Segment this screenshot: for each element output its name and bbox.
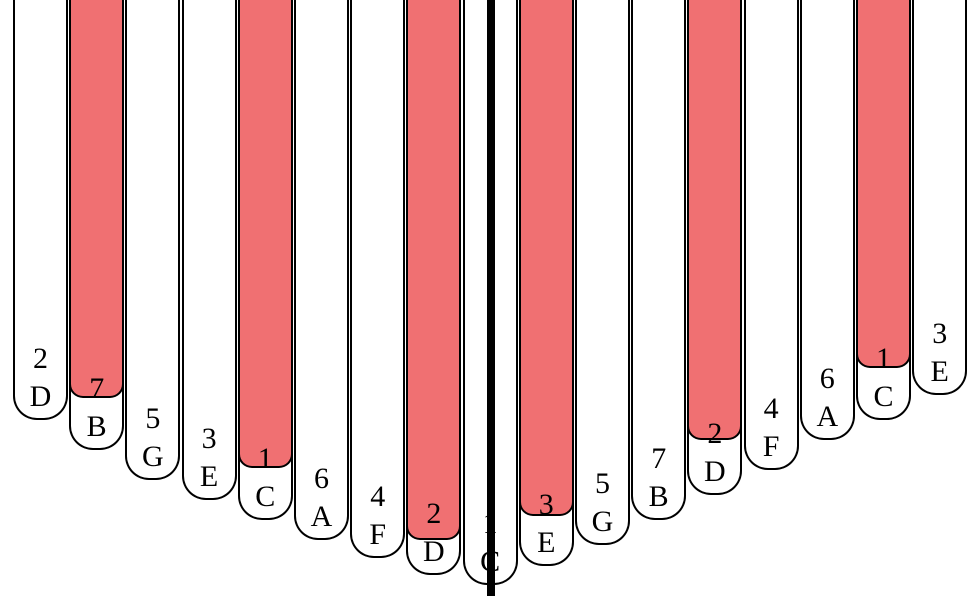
tine-letter: C: [238, 482, 293, 512]
tine: F4: [350, 0, 405, 558]
tine-body: [575, 0, 630, 545]
tine: E3: [519, 0, 574, 566]
tine-number: 6: [800, 364, 855, 394]
tine: B7: [631, 0, 686, 520]
tine-highlight: [519, 0, 574, 516]
tine-number: 2: [13, 344, 68, 374]
tine: G5: [575, 0, 630, 545]
tine: E3: [912, 0, 967, 395]
tine-letter: F: [350, 520, 405, 550]
tine-letter: C: [856, 382, 911, 412]
tine-body: [350, 0, 405, 558]
tine-number: 4: [350, 482, 405, 512]
tine-number: 1: [856, 344, 911, 374]
tine-letter: B: [69, 412, 124, 442]
tine-body: [294, 0, 349, 540]
tine-letter: D: [406, 537, 461, 567]
tine-highlight: [687, 0, 742, 440]
tine-letter: B: [631, 482, 686, 512]
tine: D2: [13, 0, 68, 420]
tine-letter: E: [182, 462, 237, 492]
tine-highlight: [238, 0, 293, 468]
kalimba-diagram: D2B7G5E3C1A6F4D2C1E3G5B7D2F4A6C1E3: [0, 0, 980, 600]
center-line: [487, 0, 495, 596]
tine-number: 1: [238, 444, 293, 474]
tine-letter: A: [294, 502, 349, 532]
tine-letter: E: [519, 528, 574, 558]
tine-highlight: [406, 0, 461, 540]
tine-number: 2: [406, 499, 461, 529]
tine-number: 6: [294, 464, 349, 494]
tine-letter: D: [687, 457, 742, 487]
tine-letter: A: [800, 402, 855, 432]
tine: F4: [744, 0, 799, 470]
tine-number: 3: [519, 490, 574, 520]
tine-number: 5: [125, 404, 180, 434]
tine: E3: [182, 0, 237, 500]
tine-number: 4: [744, 394, 799, 424]
tine: D2: [406, 0, 461, 575]
tine-letter: D: [13, 382, 68, 412]
tine-number: 2: [687, 419, 742, 449]
tine: C1: [856, 0, 911, 420]
tine-letter: F: [744, 432, 799, 462]
tine: A6: [800, 0, 855, 440]
tine-number: 7: [69, 374, 124, 404]
tine-letter: G: [575, 507, 630, 537]
tine-number: 7: [631, 444, 686, 474]
tine-letter: G: [125, 442, 180, 472]
tine-letter: E: [912, 357, 967, 387]
tine: B7: [69, 0, 124, 450]
tine-number: 3: [912, 319, 967, 349]
tine: G5: [125, 0, 180, 480]
tine-number: 3: [182, 424, 237, 454]
tine: D2: [687, 0, 742, 495]
tine-highlight: [856, 0, 911, 368]
tine: C1: [238, 0, 293, 520]
tine-number: 5: [575, 469, 630, 499]
tine: A6: [294, 0, 349, 540]
tine-highlight: [69, 0, 124, 398]
